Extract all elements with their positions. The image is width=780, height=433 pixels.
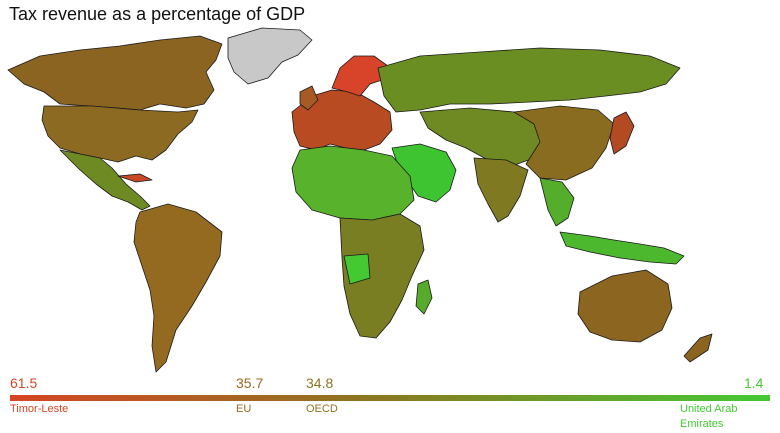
map-title: Tax revenue as a percentage of GDP	[9, 4, 306, 24]
new-zealand-region	[683, 333, 713, 363]
central-asia-region	[419, 107, 549, 167]
japan-region	[609, 111, 635, 155]
china-region	[513, 105, 615, 181]
india-region	[473, 157, 529, 223]
south-america-region	[133, 203, 223, 373]
legend-label-timor-leste: Timor-Leste	[10, 403, 69, 415]
usa-region	[41, 105, 199, 163]
legend-value-min: 1.4	[744, 375, 764, 391]
legend-value-oecd: 34.8	[306, 375, 334, 391]
color-scale-bar	[10, 395, 770, 401]
mexico-region	[59, 149, 151, 211]
legend-value-eu: 35.7	[236, 375, 264, 391]
south-africa-region	[339, 213, 425, 339]
legend-value-max: 61.5	[10, 375, 38, 391]
greenland-region	[227, 27, 313, 85]
british-isles-region	[299, 85, 319, 111]
legend-label-uae: United Arab Emirates	[680, 403, 738, 430]
southeast-asia-region	[539, 177, 575, 227]
indonesia-region	[559, 231, 685, 265]
angola-region	[343, 253, 371, 285]
cuba-region	[117, 173, 153, 183]
australia-region	[577, 269, 673, 343]
russia-region	[377, 47, 681, 113]
legend-label-eu: EU	[236, 403, 252, 415]
madagascar-region	[415, 279, 433, 315]
europe-region	[291, 89, 393, 151]
legend-label-oecd: OECD	[306, 403, 338, 415]
canada-region	[7, 35, 223, 111]
